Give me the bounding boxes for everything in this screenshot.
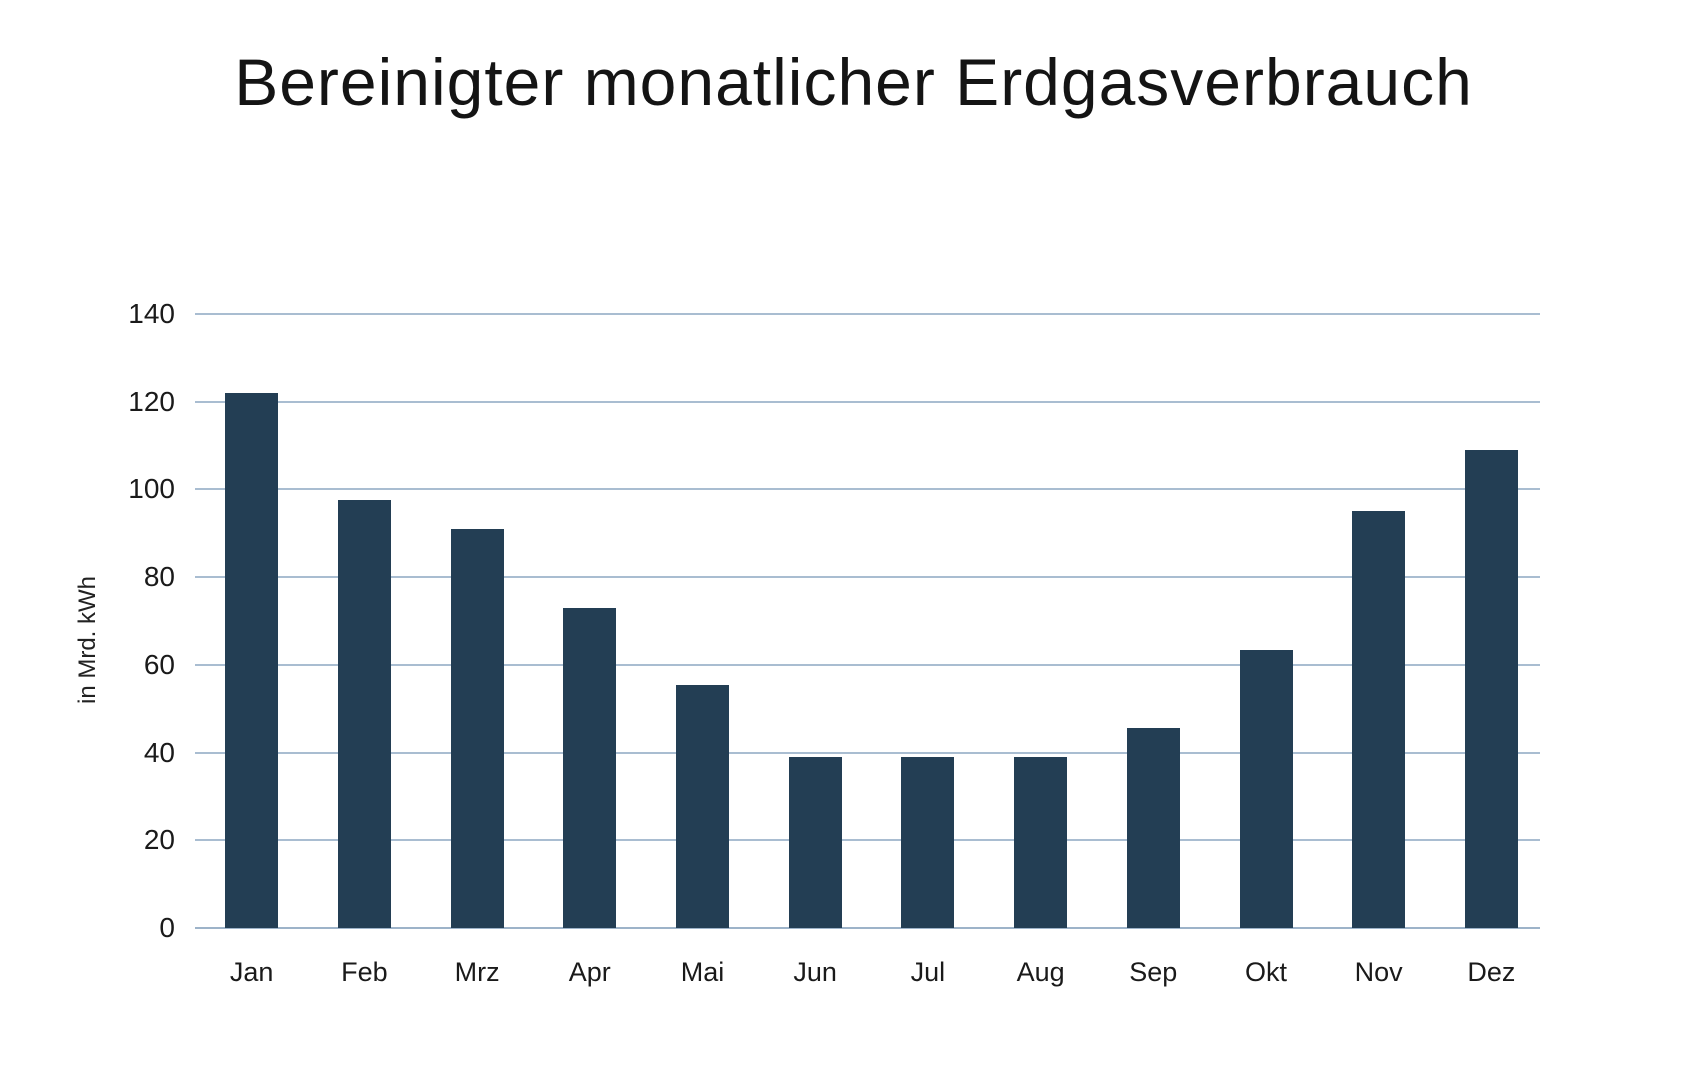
bar-aug <box>1014 756 1068 928</box>
bar-jan <box>225 392 279 928</box>
plot-area: 0 20 40 60 80 100 120 140 Jan Feb Mrz Apr Mai Jun Jul A… <box>128 298 1540 987</box>
x-tick-label-okt: Okt <box>1244 957 1287 987</box>
gridline <box>195 839 1540 842</box>
y-tick-label: 20 <box>143 824 175 856</box>
bar-nov <box>1352 511 1406 928</box>
bar-dez <box>1464 449 1518 928</box>
y-tick-label: 120 <box>128 385 175 417</box>
bar-apr <box>563 607 617 928</box>
gridline <box>195 313 1540 315</box>
bar-mai <box>676 684 729 928</box>
bar-sep <box>1126 728 1180 928</box>
bar-mrz <box>450 528 504 928</box>
gridline <box>195 751 1540 754</box>
y-tick-label: 40 <box>143 736 175 768</box>
bar-jun <box>788 756 842 928</box>
x-tick-label-nov: Nov <box>1354 957 1403 987</box>
gridline <box>195 488 1540 491</box>
x-tick-label-dez: Dez <box>1467 957 1516 987</box>
bar-jul <box>901 756 955 928</box>
gridline <box>195 400 1540 403</box>
y-tick-label: 80 <box>143 561 175 593</box>
bar-feb <box>337 500 391 928</box>
x-tick-label-mai: Mai <box>680 957 725 987</box>
y-tick-label: 140 <box>128 298 175 329</box>
x-tick-label-aug: Aug <box>1016 957 1065 987</box>
y-tick-label: 0 <box>159 912 175 943</box>
x-tick-label-jun: Jun <box>793 957 837 987</box>
y-axis-title: in Mrd. kWh <box>74 575 101 705</box>
x-tick-label-apr: Apr <box>568 957 611 987</box>
x-axis-baseline <box>195 927 1540 929</box>
x-tick-label-jan: Jan <box>229 957 274 987</box>
bar-okt <box>1239 649 1293 928</box>
y-tick-label: 100 <box>128 473 175 505</box>
x-tick-label-jul: Jul <box>910 957 946 987</box>
gridline <box>195 663 1540 666</box>
gridline <box>195 576 1540 579</box>
x-tick-label-feb: Feb <box>341 957 388 987</box>
y-tick-label: 60 <box>143 648 175 680</box>
chart-title: Bereinigter monatlicher Erdgasverbrauch <box>234 45 1473 119</box>
x-tick-label-mrz: Mrz <box>454 957 500 987</box>
x-tick-label-sep: Sep <box>1129 957 1178 987</box>
